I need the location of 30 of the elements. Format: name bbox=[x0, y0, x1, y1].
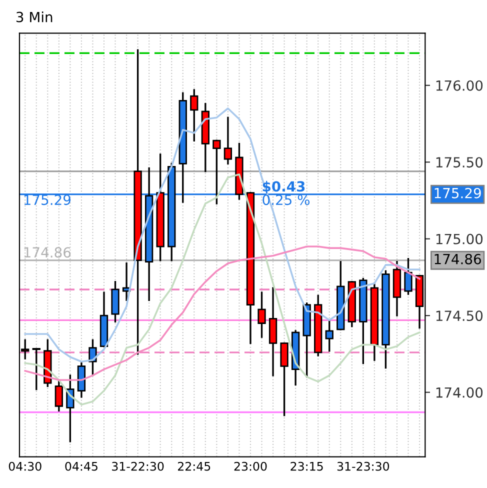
annotation: $0.43 bbox=[262, 180, 305, 194]
candlestick bbox=[404, 258, 412, 295]
candlestick bbox=[66, 374, 74, 442]
line-series bbox=[24, 107, 420, 363]
y-tick-label: 175.00 bbox=[436, 234, 483, 244]
candlestick bbox=[280, 342, 288, 416]
x-tick-label: 31-22:30 bbox=[112, 462, 164, 471]
candlestick bbox=[258, 292, 266, 338]
y-tick-label: 174.50 bbox=[436, 310, 483, 322]
x-tick-label: 31-23:30 bbox=[337, 462, 390, 471]
annotation: 174.86 bbox=[24, 247, 71, 258]
x-tick-label: 04:30 bbox=[8, 462, 42, 471]
ref-line-label: 174.86 bbox=[434, 254, 481, 264]
candlestick bbox=[54, 380, 63, 412]
x-tick-label: 23:00 bbox=[234, 462, 267, 471]
y-tick-label: 174.00 bbox=[436, 387, 483, 398]
candlestick bbox=[32, 348, 40, 390]
candlestick bbox=[190, 89, 198, 142]
y-tick-label: 176.00 bbox=[436, 80, 483, 91]
x-tick-label: 22:45 bbox=[178, 462, 210, 471]
x-tick-label: 23:15 bbox=[290, 462, 323, 471]
x-tick-label: 04:45 bbox=[65, 462, 98, 471]
candlestick bbox=[212, 140, 221, 204]
candlestick bbox=[224, 116, 232, 164]
chart-title: 3 Min bbox=[16, 12, 52, 22]
y-tick-label: 175.50 bbox=[436, 157, 483, 168]
annotation: 0.25 % bbox=[262, 194, 310, 206]
candlestick bbox=[88, 339, 97, 375]
candlestick bbox=[325, 319, 334, 352]
ref-line-label: 175.29 bbox=[434, 188, 481, 198]
